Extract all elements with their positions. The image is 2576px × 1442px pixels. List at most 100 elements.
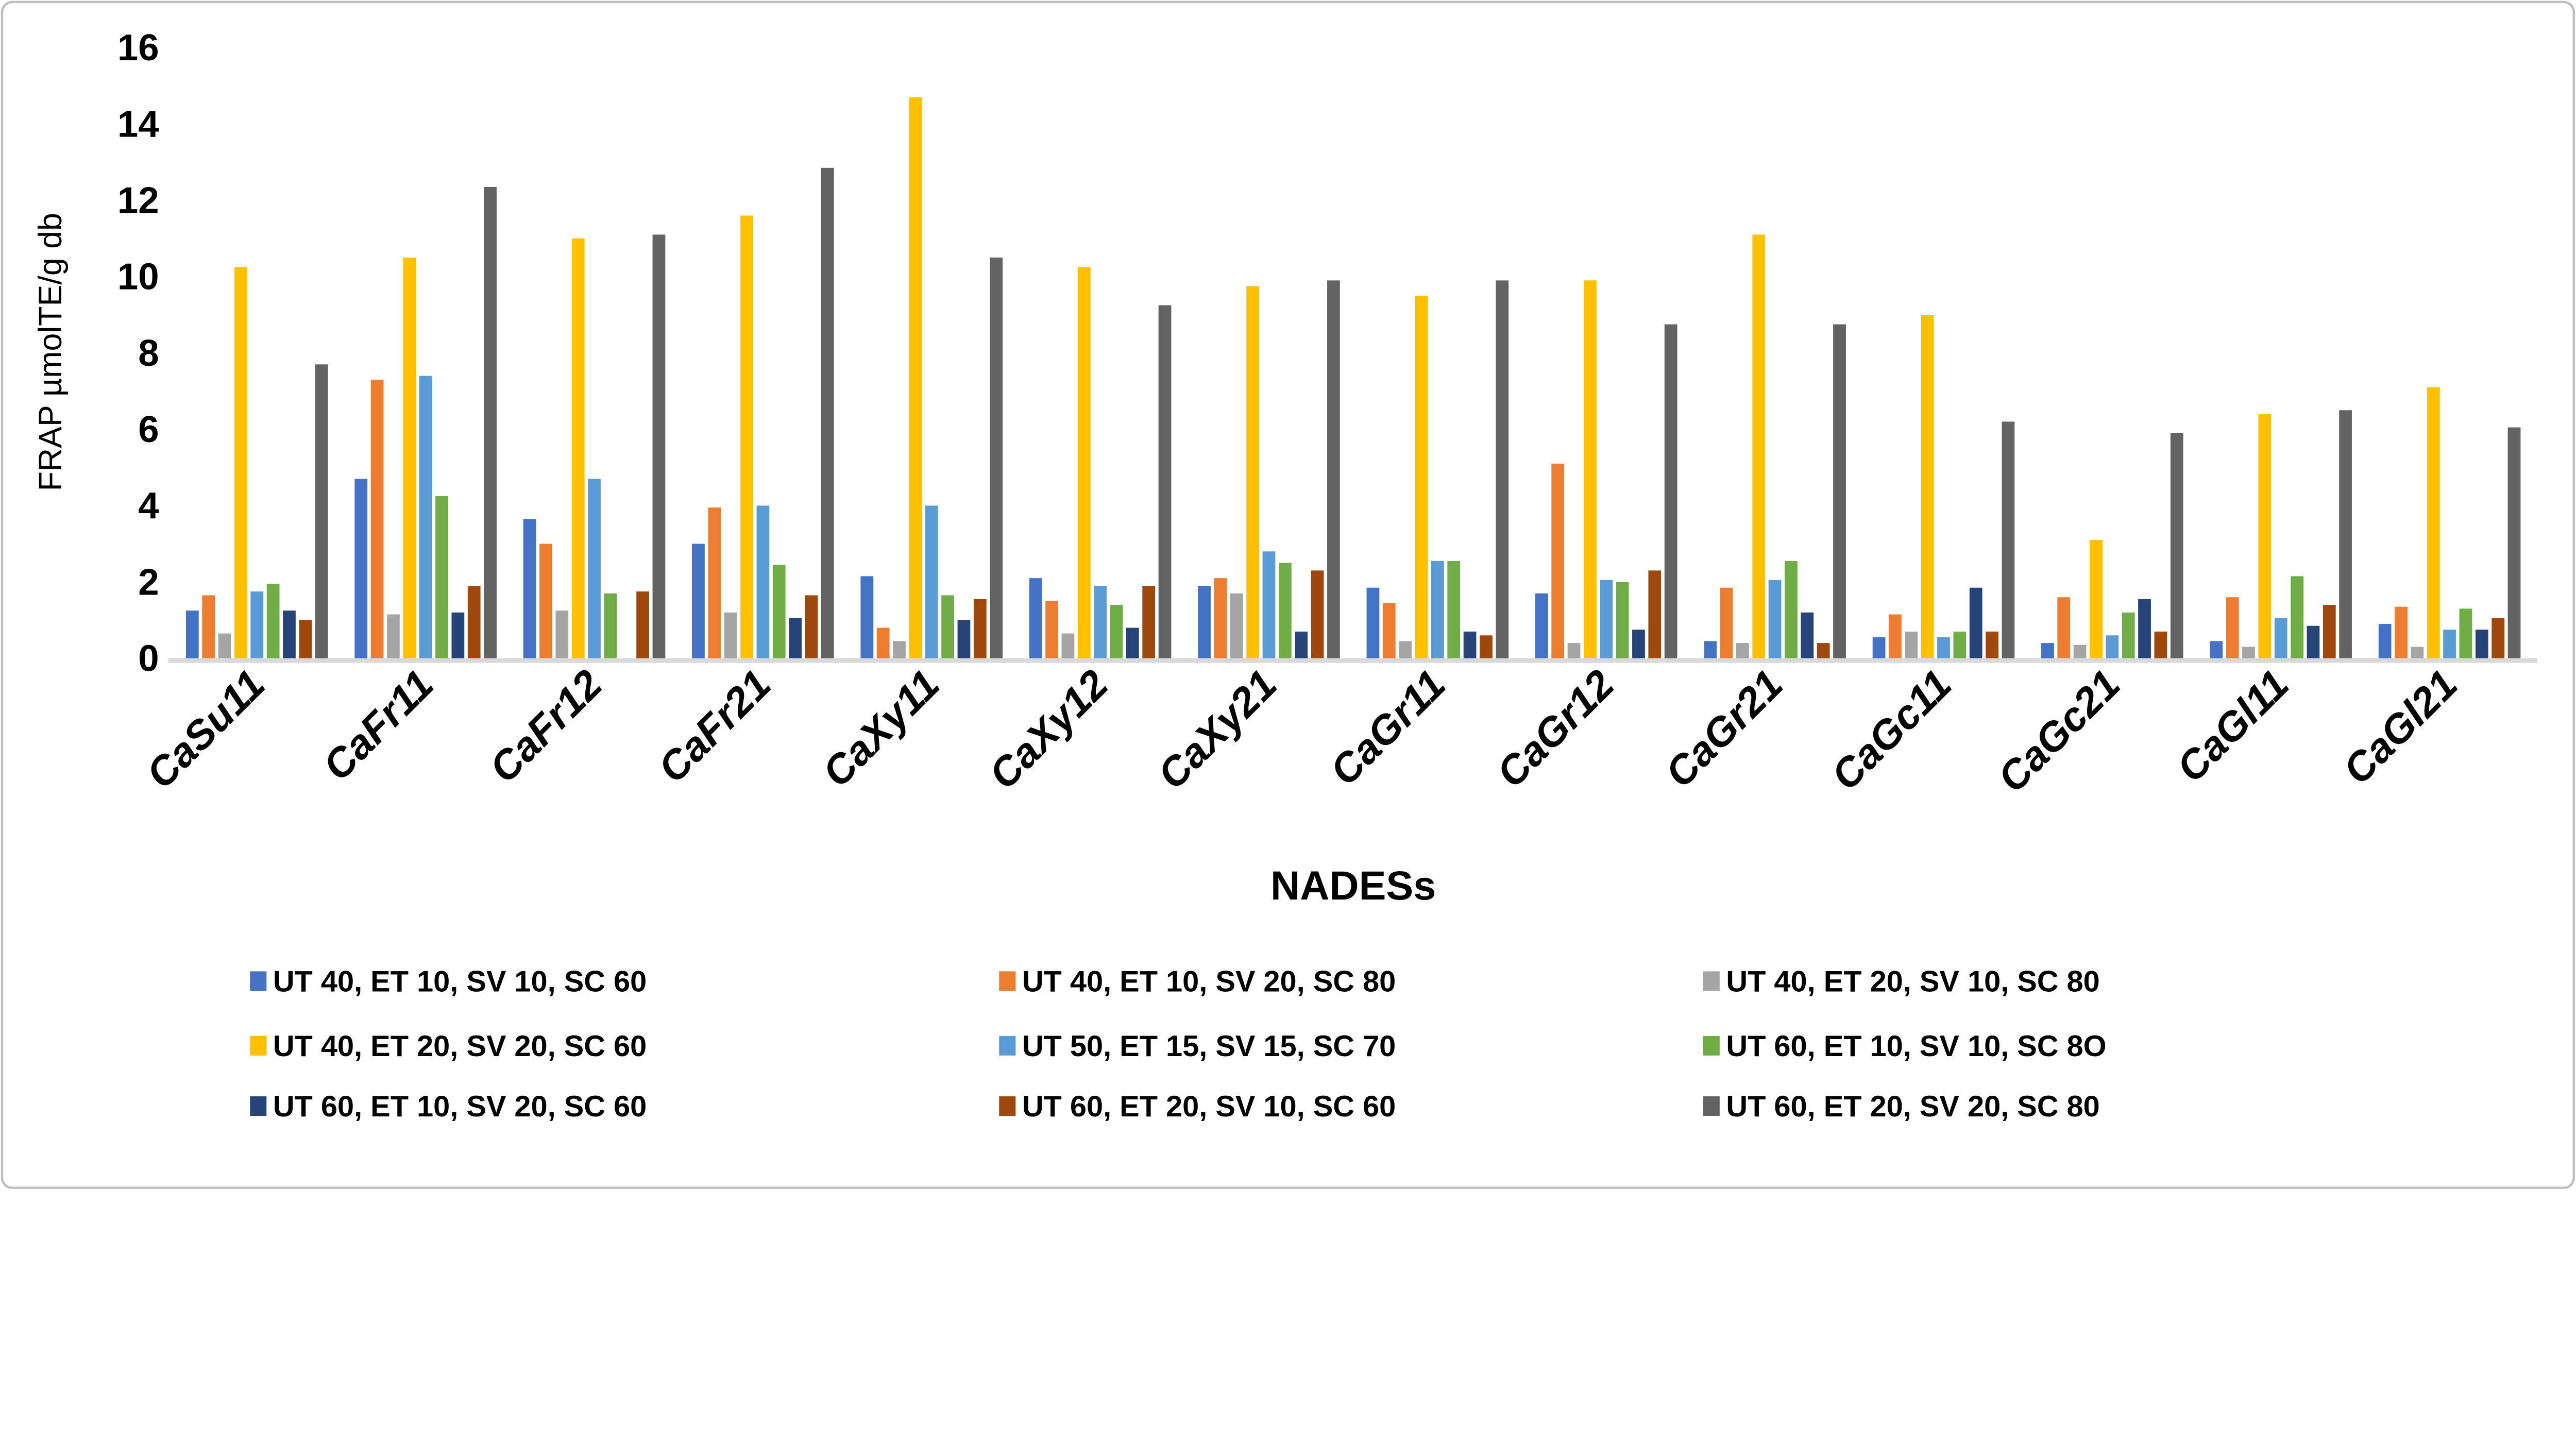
bar-CaGl21-s7 bbox=[2475, 630, 2488, 658]
bar-CaGc21-s9 bbox=[2170, 433, 2183, 658]
bar-CaXy11-s8 bbox=[973, 599, 987, 658]
bar-CaFr11-s6 bbox=[435, 496, 448, 658]
bar-CaFr11-s8 bbox=[467, 586, 481, 658]
bar-CaGl11-s8 bbox=[2323, 605, 2336, 658]
bar-CaFr11-s4 bbox=[403, 257, 416, 658]
legend-swatch-s4 bbox=[250, 1036, 267, 1056]
bar-CaFr21-s1 bbox=[692, 544, 705, 658]
bar-CaGc21-s3 bbox=[2073, 644, 2087, 658]
bar-CaFr12-s3 bbox=[555, 610, 569, 658]
bar-CaXy12-s2 bbox=[1045, 601, 1058, 658]
bar-CaGl11-s9 bbox=[2339, 410, 2352, 658]
bar-CaXy21-s3 bbox=[1230, 593, 1243, 658]
bar-CaXy21-s5 bbox=[1262, 551, 1276, 658]
bar-CaGc21-s1 bbox=[2041, 643, 2054, 658]
frap-chart-figure: 0 2 4 6 8 10 12 14 16 FRAP µmolTE/g db CaSu11 CaFr1… bbox=[0, 0, 2576, 1190]
bar-CaFr11-s5 bbox=[419, 376, 432, 658]
bar-CaGc11-s6 bbox=[1953, 631, 1967, 658]
bar-CaSu11-s1 bbox=[185, 610, 199, 658]
bar-CaXy21-s6 bbox=[1278, 563, 1292, 658]
bar-CaGr11-s8 bbox=[1480, 635, 1493, 658]
y-tick-label: 12 bbox=[117, 180, 159, 222]
bar-CaGr21-s6 bbox=[1785, 561, 1798, 658]
bar-CaXy21-s2 bbox=[1214, 578, 1227, 658]
y-axis-title: FRAP µmolTE/g db bbox=[32, 213, 69, 491]
bar-CaGl11-s3 bbox=[2242, 647, 2255, 658]
bar-CaXy12-s5 bbox=[1094, 586, 1107, 658]
legend-swatch-s8 bbox=[999, 1096, 1016, 1116]
bar-CaSu11-s3 bbox=[218, 633, 231, 658]
bar-CaGc11-s5 bbox=[1937, 637, 1950, 658]
bar-CaSu11-s8 bbox=[299, 620, 312, 658]
bar-CaGl11-s4 bbox=[2258, 414, 2272, 658]
legend-label-s7: UT 60, ET 10, SV 20, SC 60 bbox=[273, 1090, 647, 1123]
bar-CaXy11-s7 bbox=[957, 620, 971, 658]
bar-CaXy12-s9 bbox=[1158, 305, 1172, 658]
bar-CaGc21-s4 bbox=[2090, 540, 2103, 658]
bar-CaGc11-s4 bbox=[1921, 315, 1934, 658]
bar-CaFr12-s9 bbox=[652, 234, 666, 658]
bar-CaGl21-s3 bbox=[2411, 647, 2424, 658]
bar-CaGr21-s4 bbox=[1752, 234, 1766, 658]
bar-CaXy21-s1 bbox=[1198, 586, 1211, 658]
bar-CaGl21-s9 bbox=[2507, 427, 2521, 658]
bar-CaGr21-s8 bbox=[1817, 643, 1830, 658]
bar-CaGc11-s2 bbox=[1889, 614, 1902, 658]
bar-CaFr11-s2 bbox=[370, 379, 384, 658]
bar-CaFr21-s4 bbox=[740, 215, 753, 658]
bar-CaGr12-s2 bbox=[1551, 463, 1565, 658]
x-axis-title: NADESs bbox=[1270, 862, 1436, 908]
legend-label-s4: UT 40, ET 20, SV 20, SC 60 bbox=[273, 1030, 647, 1063]
bar-CaGl11-s2 bbox=[2226, 597, 2239, 658]
bar-CaXy12-s3 bbox=[1061, 633, 1075, 658]
y-tick-label: 0 bbox=[138, 638, 159, 680]
legend-swatch-s5 bbox=[999, 1036, 1016, 1056]
bar-CaFr12-s2 bbox=[539, 544, 552, 658]
legend-label-s5: UT 50, ET 15, SV 15, SC 70 bbox=[1022, 1030, 1396, 1063]
bar-CaXy11-s9 bbox=[990, 257, 1003, 658]
bar-CaGr11-s4 bbox=[1415, 295, 1428, 658]
bar-CaXy12-s8 bbox=[1142, 586, 1156, 658]
y-tick-label: 4 bbox=[138, 485, 159, 527]
bar-CaGl21-s8 bbox=[2492, 618, 2505, 658]
bar-CaGc21-s5 bbox=[2106, 635, 2119, 658]
bar-CaFr12-s4 bbox=[571, 238, 585, 658]
bar-CaGl11-s6 bbox=[2291, 576, 2303, 658]
legend-label-s3: UT 40, ET 20, SV 10, SC 80 bbox=[1726, 965, 2099, 998]
bar-CaGc11-s7 bbox=[1969, 587, 1982, 658]
bar-CaGr21-s3 bbox=[1736, 643, 1749, 658]
legend-label-s1: UT 40, ET 10, SV 10, SC 60 bbox=[273, 965, 647, 998]
bar-CaGr21-s7 bbox=[1801, 612, 1814, 658]
bar-CaXy21-s4 bbox=[1246, 286, 1260, 658]
bar-CaSu11-s9 bbox=[315, 364, 328, 658]
bar-CaGl21-s5 bbox=[2443, 630, 2456, 658]
legend-swatch-s2 bbox=[999, 971, 1016, 991]
bar-CaFr12-s6 bbox=[604, 593, 617, 658]
legend-label-s2: UT 40, ET 10, SV 20, SC 80 bbox=[1022, 965, 1396, 998]
bar-CaXy21-s8 bbox=[1311, 570, 1324, 658]
bar-CaGr12-s5 bbox=[1600, 580, 1613, 658]
bar-CaFr21-s3 bbox=[724, 612, 737, 658]
bar-CaGr11-s5 bbox=[1431, 561, 1444, 658]
bar-CaGc11-s8 bbox=[1986, 631, 1998, 658]
y-tick-label: 16 bbox=[117, 27, 159, 69]
bar-CaXy12-s1 bbox=[1029, 578, 1042, 658]
bar-CaGl21-s6 bbox=[2459, 608, 2472, 658]
bar-CaFr21-s6 bbox=[772, 565, 786, 658]
y-tick-label: 10 bbox=[117, 256, 159, 298]
bar-CaXy11-s3 bbox=[893, 641, 906, 658]
bar-CaSu11-s5 bbox=[250, 591, 264, 658]
bar-CaSu11-s2 bbox=[202, 595, 215, 658]
bar-CaFr11-s9 bbox=[484, 186, 497, 658]
bar-CaGr21-s5 bbox=[1768, 580, 1782, 658]
legend-label-s9: UT 60, ET 20, SV 20, SC 80 bbox=[1726, 1090, 2099, 1123]
bar-CaXy11-s5 bbox=[925, 505, 938, 658]
bar-CaGc11-s1 bbox=[1872, 637, 1886, 658]
legend-label-s8: UT 60, ET 20, SV 10, SC 60 bbox=[1022, 1090, 1396, 1123]
bar-CaGl11-s7 bbox=[2307, 625, 2320, 658]
bar-CaGc21-s6 bbox=[2122, 612, 2135, 658]
bar-CaGc11-s3 bbox=[1905, 631, 1918, 658]
bar-CaFr12-s1 bbox=[523, 519, 536, 658]
bar-CaFr11-s1 bbox=[354, 479, 368, 658]
bar-CaSu11-s6 bbox=[266, 584, 280, 658]
